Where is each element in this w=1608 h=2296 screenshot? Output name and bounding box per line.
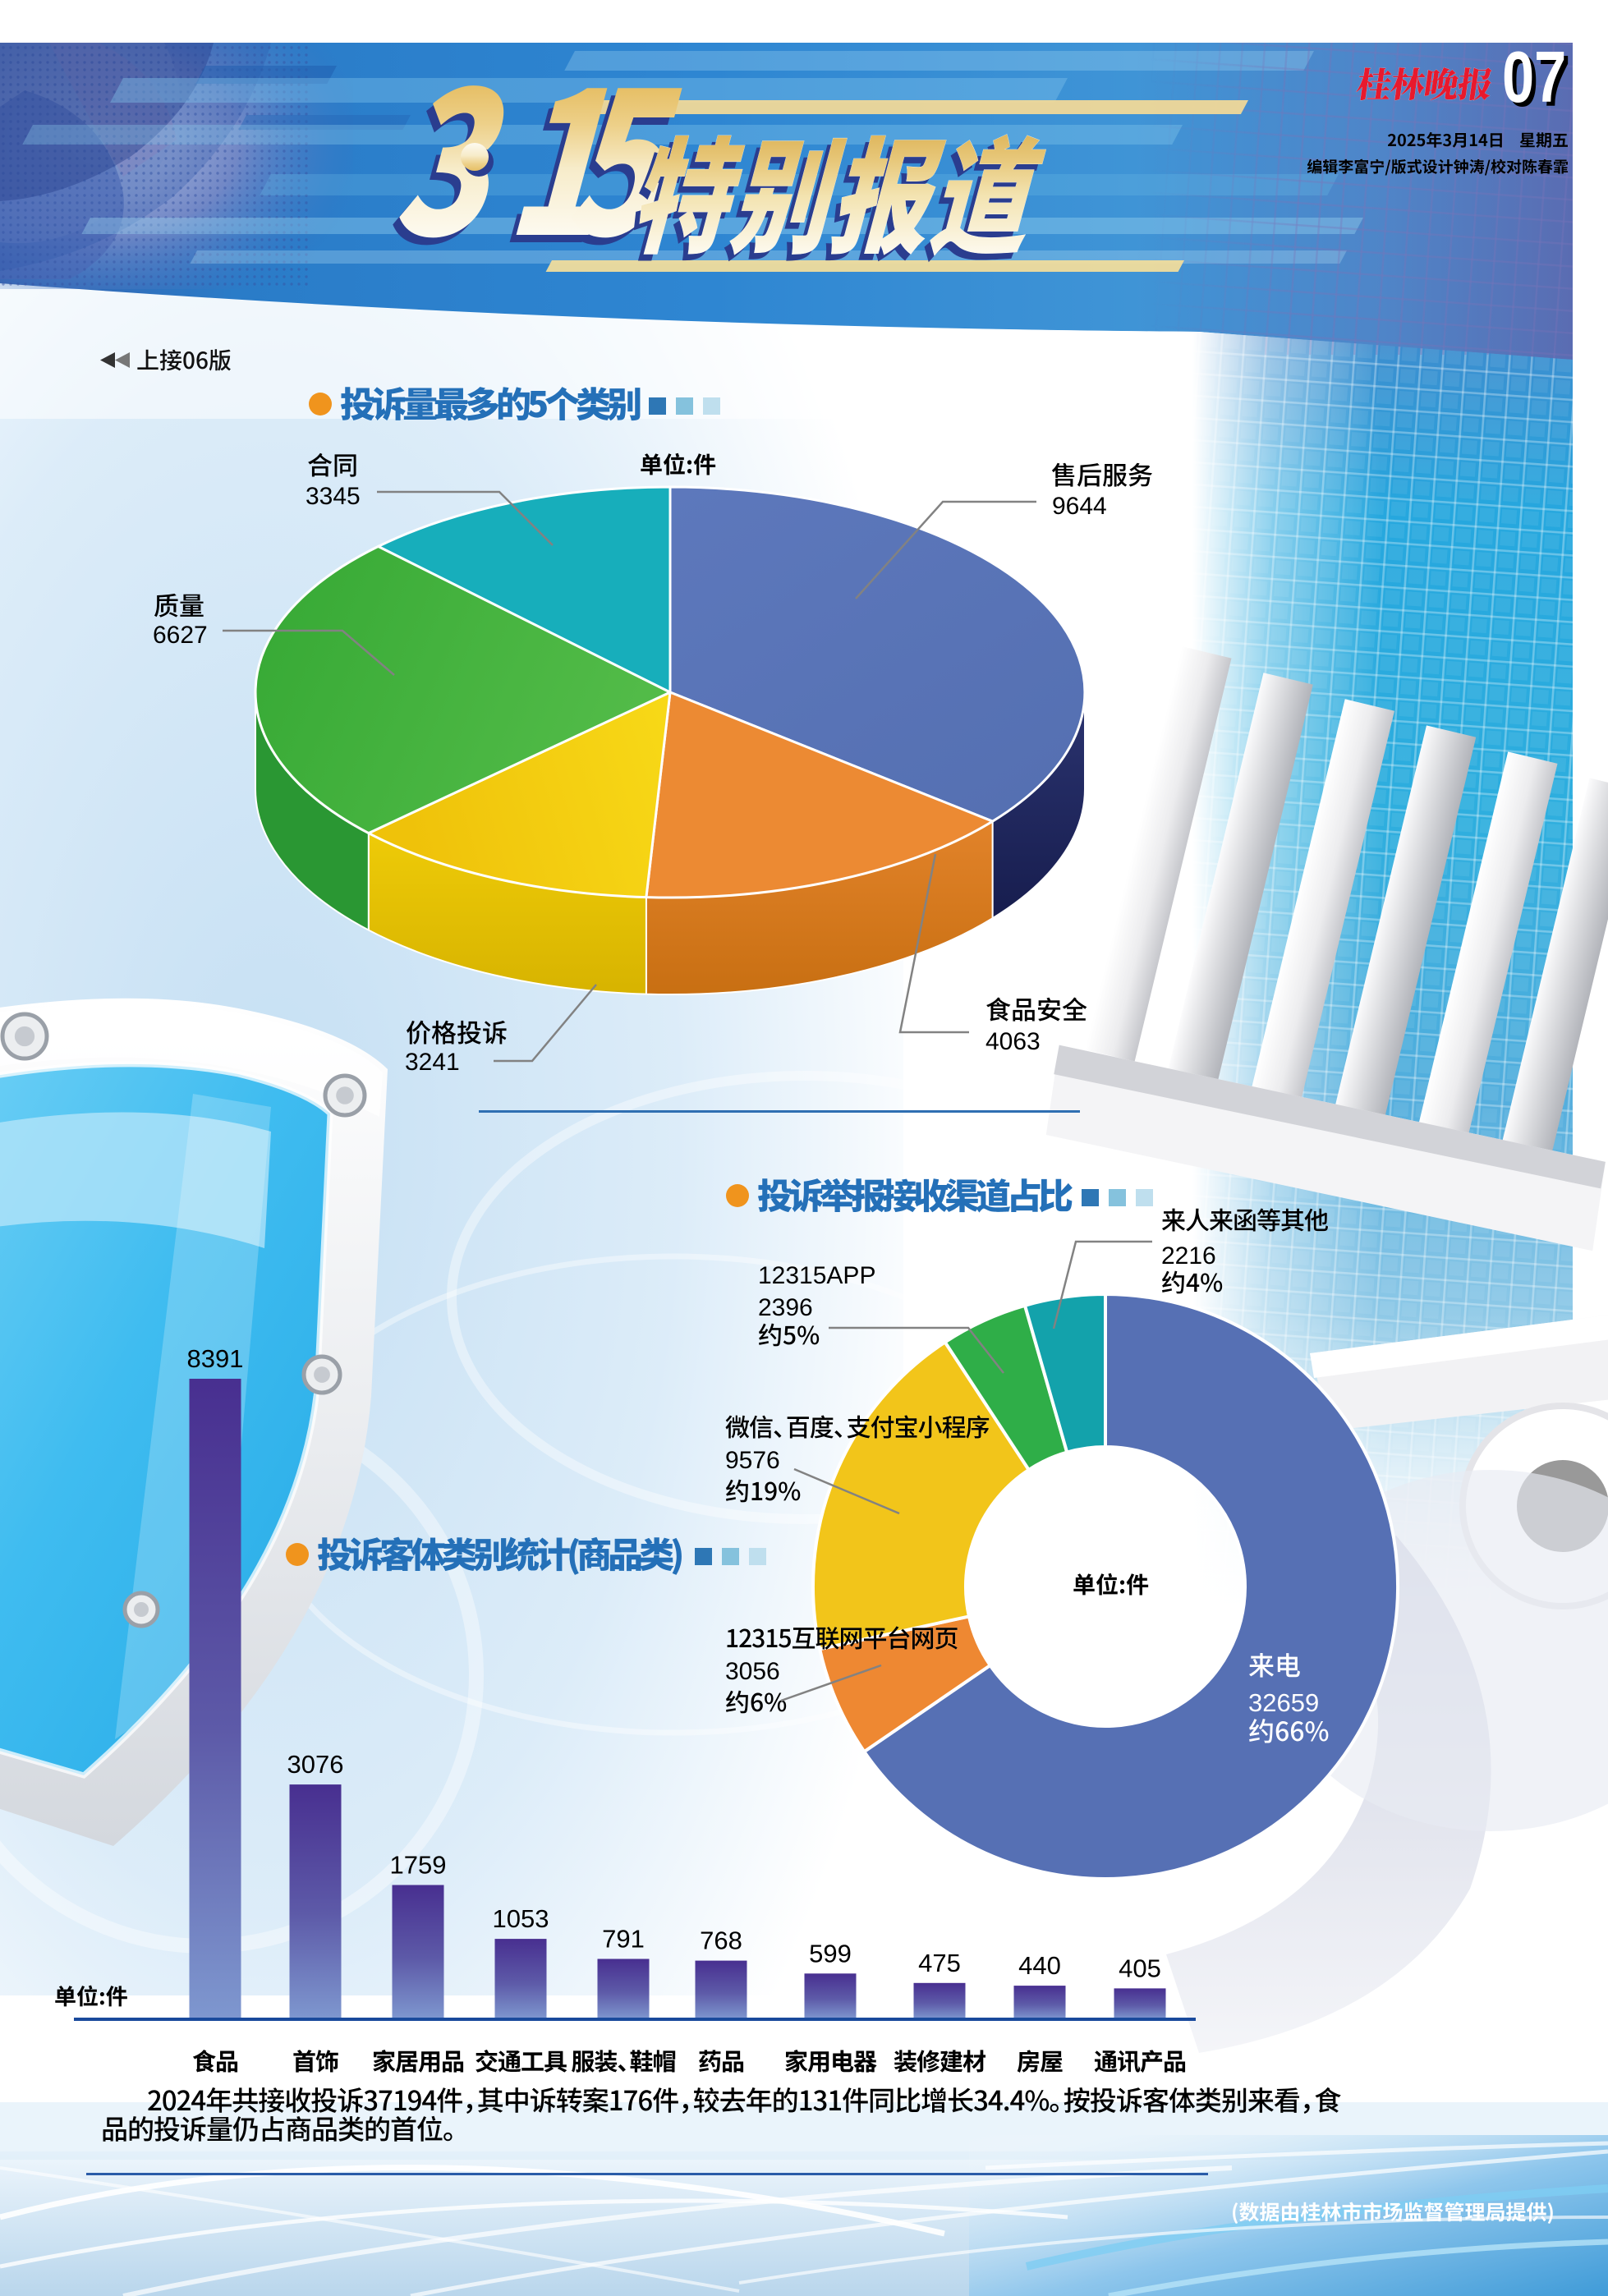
svg-text:07: 07 [1502, 36, 1566, 117]
svg-text:32659: 32659 [1248, 1688, 1319, 1717]
svg-text:768: 768 [700, 1926, 742, 1955]
svg-text:3056: 3056 [725, 1658, 780, 1685]
svg-text:1759: 1759 [390, 1851, 447, 1880]
svg-text:1053: 1053 [493, 1904, 549, 1933]
svg-text:3076: 3076 [287, 1750, 344, 1779]
svg-text:440: 440 [1018, 1951, 1061, 1980]
svg-text:9644: 9644 [1052, 493, 1107, 520]
svg-text:599: 599 [809, 1939, 852, 1968]
svg-text:2396: 2396 [758, 1294, 813, 1321]
svg-text:2216: 2216 [1161, 1242, 1216, 1270]
svg-text:791: 791 [602, 1925, 645, 1954]
svg-text:3241: 3241 [405, 1049, 460, 1076]
svg-text:4063: 4063 [985, 1028, 1041, 1055]
svg-text:475: 475 [918, 1949, 961, 1977]
svg-text:12315APP: 12315APP [758, 1262, 875, 1289]
svg-text:3345: 3345 [306, 483, 361, 510]
svg-text:405: 405 [1119, 1954, 1161, 1982]
svg-text:9576: 9576 [725, 1447, 780, 1474]
svg-text:6627: 6627 [153, 622, 208, 649]
svg-text:8391: 8391 [187, 1344, 244, 1373]
svg-text:07: 07 [1506, 40, 1570, 121]
